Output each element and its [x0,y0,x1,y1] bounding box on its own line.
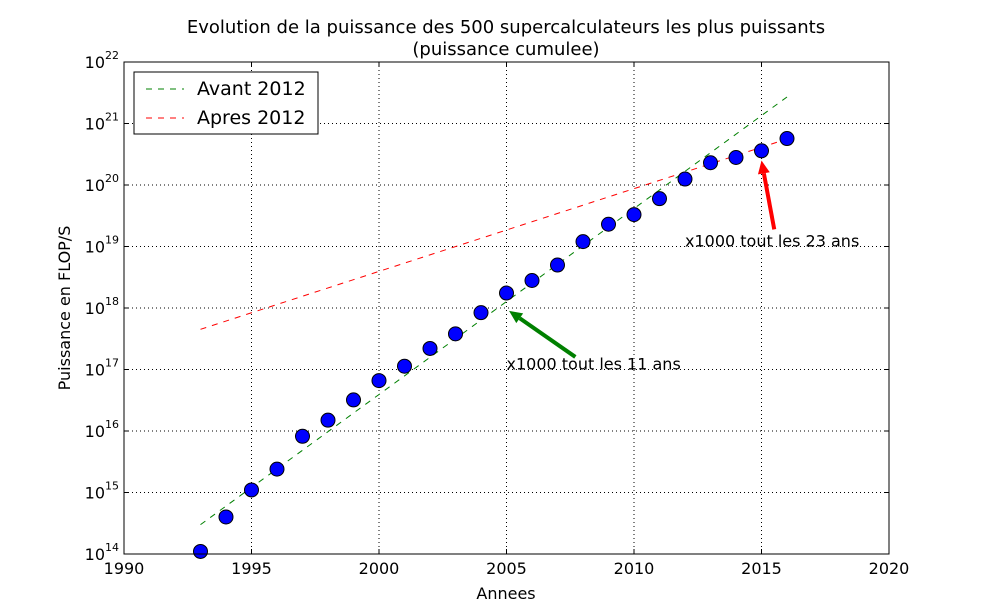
data-point [652,191,667,207]
chart-subtitle: (puissance cumulee) [412,39,599,60]
grid [124,62,889,554]
data-point [269,461,285,477]
data-point [320,412,336,428]
legend: Avant 2012 Apres 2012 [133,71,319,135]
data-point [626,207,642,223]
trend-line-avant [200,96,788,526]
axis-ticks: 1990 1995 2000 2005 2010 2015 2020101410151016… [85,49,910,578]
data-point [244,482,259,498]
trend-lines [200,96,788,526]
data-point [422,340,438,356]
chart-title: Evolution de la puissance des 500 superc… [187,17,825,38]
y-tick-label: 1016 [85,418,119,441]
annotation-label: x1000 tout les 23 ans [685,232,859,251]
x-axis-label: Annees [476,584,535,603]
data-point [295,428,310,444]
data-point [193,543,208,559]
data-point [499,285,514,301]
y-tick-label: 1021 [85,111,119,134]
x-tick-label: 2005 [486,559,527,578]
data-point [473,305,489,321]
data-point [524,272,540,288]
data-point [728,149,744,165]
data-points [193,131,795,559]
data-point [601,216,616,232]
data-point [575,234,591,250]
x-tick-label: 1995 [231,559,272,578]
y-tick-label: 1018 [85,295,119,318]
data-point [550,257,565,273]
data-point [677,171,693,187]
y-tick-label: 1017 [85,357,119,380]
legend-label-apres: Apres 2012 [197,107,305,129]
x-tick-label: 2015 [741,559,782,578]
y-tick-label: 1020 [85,172,119,195]
annotation-label: x1000 tout les 11 ans [507,355,681,374]
y-axis-label: Puissance en FLOP/S [55,226,74,391]
x-tick-label: 2000 [359,559,400,578]
y-tick-label: 1015 [85,480,119,503]
legend-box [133,71,319,135]
annotation-arrow-head [757,160,770,175]
x-tick-label: 2010 [614,559,655,578]
x-tick-label: 2020 [869,559,910,578]
annotations: x1000 tout les 11 ans x1000 tout les 23 a… [507,160,859,374]
data-point [218,509,234,525]
data-point [397,358,412,374]
data-point [703,155,718,171]
annotation-arrow-shaft [518,316,577,359]
annotation-arrow-shaft [761,172,777,230]
y-tick-label: 1019 [85,234,119,257]
data-point [346,392,361,408]
legend-label-avant: Avant 2012 [197,78,306,100]
x-tick-label: 1990 [104,559,145,578]
annotation-arrow-head [509,310,524,324]
y-tick-label: 1022 [85,49,119,72]
data-point [779,131,795,147]
data-point [754,143,769,159]
data-point [371,373,387,389]
data-point [448,326,463,342]
plot-frame [123,61,890,555]
